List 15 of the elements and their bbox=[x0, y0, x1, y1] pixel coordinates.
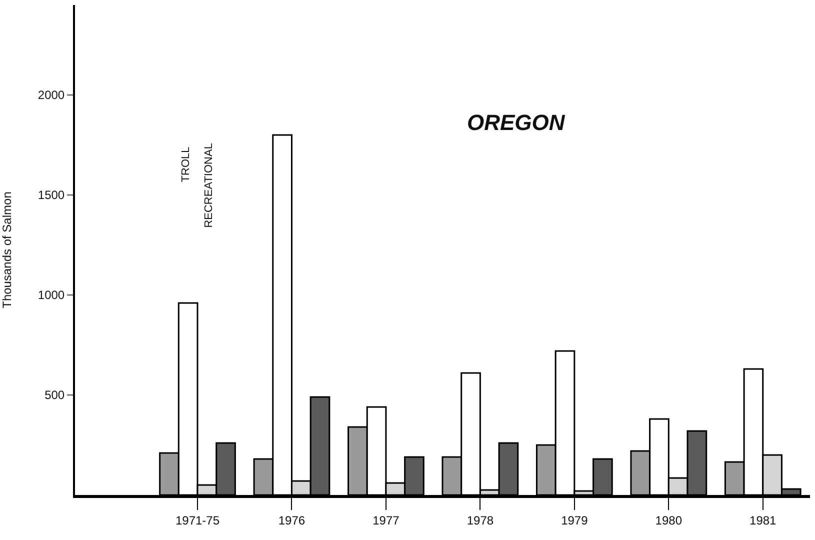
x-tick-label: 1976 bbox=[278, 513, 306, 528]
annotation: RECREATIONAL bbox=[202, 143, 215, 228]
y-axis-title: Thousands of Salmon bbox=[0, 192, 14, 308]
y-tick-label: 2000 bbox=[38, 88, 65, 102]
y-tick-label: 500 bbox=[44, 388, 65, 402]
y-tick-label: 1000 bbox=[38, 288, 65, 302]
x-tick-label: 1981 bbox=[750, 513, 777, 528]
y-tick-label: 1500 bbox=[38, 188, 65, 202]
annotation: TROLL bbox=[180, 146, 192, 182]
x-tick-label: 1980 bbox=[655, 513, 682, 528]
x-tick-label: 1978 bbox=[466, 513, 494, 528]
x-tick-label: 1979 bbox=[561, 513, 588, 528]
x-tick-label: 1977 bbox=[372, 513, 400, 528]
text: OREGON bbox=[467, 110, 566, 135]
x-tick-label: 1971-75 bbox=[175, 513, 220, 528]
